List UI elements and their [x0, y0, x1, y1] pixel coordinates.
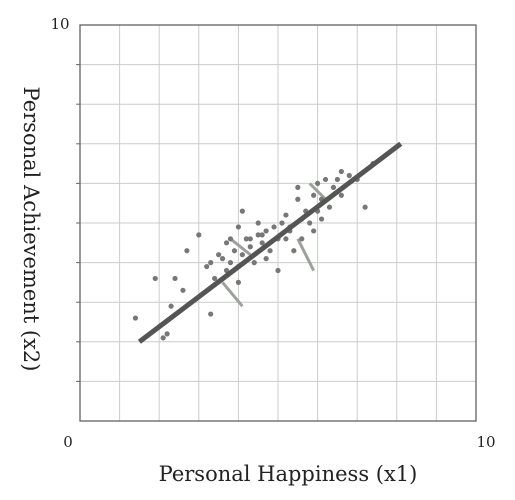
- data-point: [223, 240, 230, 246]
- data-point: [267, 248, 273, 254]
- data-point: [204, 263, 210, 270]
- data-point: [239, 252, 245, 258]
- data-point: [291, 248, 297, 254]
- x-axis-title: Personal Happiness (x1): [159, 462, 418, 486]
- data-point: [216, 252, 222, 258]
- data-point: [259, 232, 265, 238]
- data-point: [311, 228, 317, 234]
- data-point: [251, 260, 257, 266]
- data-point: [275, 267, 281, 274]
- data-point: [315, 180, 321, 186]
- data-point: [311, 192, 317, 198]
- data-point: [247, 244, 253, 250]
- data-point: [362, 204, 368, 210]
- data-point: [180, 287, 186, 293]
- data-point: [318, 216, 325, 222]
- y-axis-title: Personal Achievement (x2): [19, 87, 43, 372]
- data-point: [196, 232, 202, 238]
- residual-segment: [221, 281, 244, 308]
- fit-line: [137, 141, 403, 344]
- data-point: [330, 184, 337, 190]
- data-point: [247, 236, 253, 242]
- data-point: [243, 236, 249, 242]
- data-point: [295, 184, 301, 190]
- x-tick-label-min: 0: [63, 433, 73, 451]
- data-point: [219, 256, 226, 262]
- data-point: [184, 248, 190, 254]
- x-tick-label-max: 10: [476, 433, 495, 451]
- data-point: [212, 275, 218, 282]
- data-point: [239, 208, 245, 214]
- data-point: [295, 196, 301, 202]
- data-point: [326, 204, 333, 210]
- data-point: [255, 220, 261, 226]
- residual-segment: [229, 237, 252, 256]
- data-point: [255, 232, 261, 238]
- data-point: [338, 192, 344, 198]
- data-point: [271, 224, 277, 230]
- data-point: [299, 236, 305, 242]
- data-point: [263, 256, 269, 262]
- data-point: [152, 275, 158, 282]
- data-points: [132, 161, 376, 341]
- data-point: [259, 240, 265, 246]
- data-point: [160, 335, 166, 341]
- residual-segment: [296, 238, 315, 272]
- y-tick-label-max: 10: [50, 15, 69, 33]
- data-point: [235, 224, 241, 230]
- data-point: [263, 228, 269, 234]
- data-point: [208, 311, 214, 317]
- data-point: [346, 172, 352, 179]
- data-point: [283, 212, 289, 218]
- data-point: [338, 168, 344, 175]
- data-point: [172, 275, 178, 282]
- y-tick-marks: [76, 64, 80, 382]
- data-point: [132, 315, 139, 321]
- grid-lines: [80, 25, 476, 421]
- data-point: [208, 260, 214, 266]
- data-point: [164, 331, 170, 337]
- data-point: [334, 176, 340, 183]
- data-point: [235, 279, 241, 285]
- data-point: [322, 176, 329, 183]
- data-point: [307, 220, 313, 226]
- data-point: [279, 220, 285, 226]
- data-point: [283, 236, 289, 242]
- residual-segments: [221, 182, 327, 308]
- residual-segment: [308, 182, 327, 201]
- data-point: [168, 303, 174, 309]
- data-point: [227, 260, 234, 266]
- data-point: [227, 236, 234, 242]
- data-point: [231, 248, 238, 254]
